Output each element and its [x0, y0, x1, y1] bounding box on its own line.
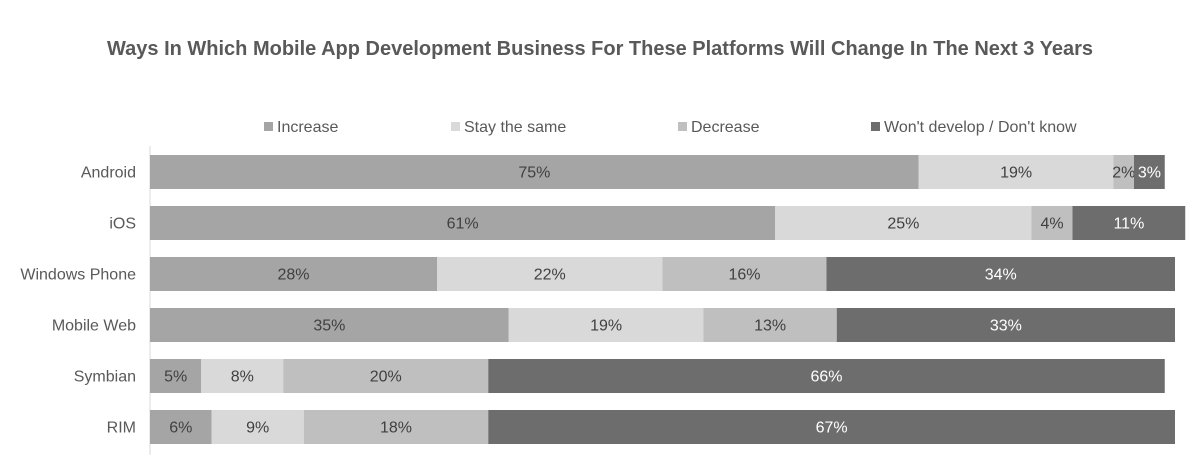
- category-label-mobile-web: Mobile Web: [52, 318, 136, 335]
- bar-ios-won-t-develop-don-t-know: [1072, 206, 1186, 240]
- data-label-ios-stay-the-same: 25%: [887, 216, 919, 233]
- bar-symbian-stay-the-same: [201, 359, 284, 393]
- data-label-ios-decrease: 4%: [1040, 216, 1063, 233]
- bar-symbian-won-t-develop-don-t-know: [488, 359, 1165, 393]
- data-label-mobile-web-stay-the-same: 19%: [590, 318, 622, 335]
- data-label-windows-phone-won-t-develop-don-t-know: 34%: [985, 267, 1017, 284]
- data-label-android-increase: 75%: [518, 165, 550, 182]
- legend-item-increase: Increase: [264, 119, 338, 137]
- bar-android-decrease: [1113, 155, 1134, 189]
- data-label-rim-won-t-develop-don-t-know: 67%: [816, 420, 848, 437]
- bar-mobile-web-stay-the-same: [508, 308, 704, 342]
- data-label-rim-stay-the-same: 9%: [246, 420, 269, 437]
- data-label-mobile-web-increase: 35%: [313, 318, 345, 335]
- bar-rim-won-t-develop-don-t-know: [488, 410, 1175, 444]
- bar-windows-phone-increase: [150, 257, 437, 291]
- category-label-symbian: Symbian: [74, 369, 136, 386]
- bar-ios-increase: [150, 206, 776, 240]
- data-label-symbian-decrease: 20%: [370, 369, 402, 386]
- bar-symbian-increase: [150, 359, 202, 393]
- data-label-windows-phone-stay-the-same: 22%: [534, 267, 566, 284]
- data-label-rim-decrease: 18%: [380, 420, 412, 437]
- chart-title: Ways In Which Mobile App Development Bus…: [107, 38, 1093, 60]
- category-label-android: Android: [81, 165, 136, 182]
- legend-item-wont-develop: Won't develop / Don't know: [871, 119, 1077, 137]
- data-label-rim-increase: 6%: [169, 420, 192, 437]
- bar-rim-increase: [150, 410, 212, 444]
- data-label-android-won-t-develop-don-t-know: 3%: [1138, 165, 1161, 182]
- data-label-android-decrease: 2%: [1112, 165, 1135, 182]
- legend-label-stay-the-same: Stay the same: [464, 119, 567, 136]
- category-label-rim: RIM: [107, 420, 136, 437]
- bar-ios-stay-the-same: [775, 206, 1032, 240]
- legend-item-decrease: Decrease: [678, 119, 759, 137]
- bar-rim-decrease: [303, 410, 489, 444]
- bar-windows-phone-decrease: [662, 257, 827, 291]
- bar-windows-phone-won-t-develop-don-t-know: [826, 257, 1175, 291]
- legend-item-stay-the-same: Stay the same: [451, 119, 566, 137]
- bar-symbian-decrease: [283, 359, 489, 393]
- data-label-mobile-web-won-t-develop-don-t-know: 33%: [990, 318, 1022, 335]
- data-label-ios-won-t-develop-don-t-know: 11%: [1113, 216, 1144, 233]
- legend-label-wont-develop: Won't develop / Don't know: [884, 119, 1077, 136]
- data-label-ios-increase: 61%: [447, 216, 479, 233]
- data-label-windows-phone-decrease: 16%: [728, 267, 760, 284]
- legend-swatch-increase: [264, 122, 273, 131]
- bar-android-increase: [150, 155, 919, 189]
- data-label-symbian-stay-the-same: 8%: [231, 369, 254, 386]
- legend-label-decrease: Decrease: [691, 119, 760, 136]
- data-label-mobile-web-decrease: 13%: [754, 318, 786, 335]
- data-label-windows-phone-increase: 28%: [277, 267, 309, 284]
- bar-android-stay-the-same: [918, 155, 1114, 189]
- legend-swatch-stay-the-same: [451, 122, 460, 131]
- category-label-windows-phone: Windows Phone: [20, 267, 136, 284]
- bar-ios-decrease: [1031, 206, 1073, 240]
- legend-label-increase: Increase: [277, 119, 339, 136]
- data-label-symbian-won-t-develop-don-t-know: 66%: [810, 369, 842, 386]
- bar-rim-stay-the-same: [211, 410, 304, 444]
- bar-windows-phone-stay-the-same: [437, 257, 663, 291]
- category-label-ios: iOS: [109, 216, 136, 233]
- bar-android-won-t-develop-don-t-know: [1134, 155, 1165, 189]
- bar-mobile-web-won-t-develop-don-t-know: [836, 308, 1175, 342]
- data-label-symbian-increase: 5%: [164, 369, 187, 386]
- bar-mobile-web-decrease: [703, 308, 837, 342]
- bar-mobile-web-increase: [150, 308, 509, 342]
- legend-swatch-wont-develop: [871, 122, 880, 131]
- legend-swatch-decrease: [678, 122, 687, 131]
- data-label-android-stay-the-same: 19%: [1000, 165, 1032, 182]
